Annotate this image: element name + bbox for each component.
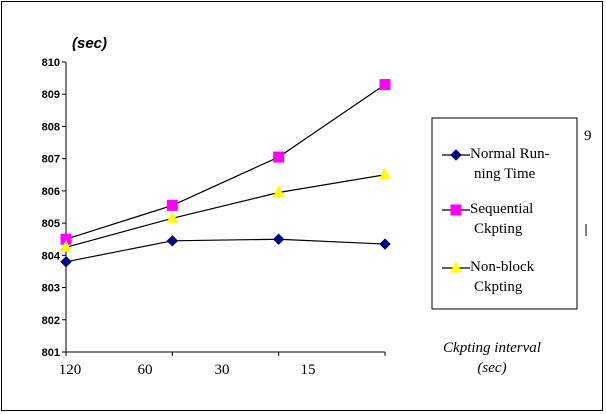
y-tick-label: 806 <box>42 186 60 198</box>
legend-label: Ckpting <box>474 221 523 237</box>
data-point <box>166 235 179 247</box>
data-point <box>379 79 391 91</box>
series-line <box>65 174 386 248</box>
stray-glyph: 9 <box>584 128 592 144</box>
legend-label: Non-block <box>470 259 535 275</box>
y-tick-label: 805 <box>42 218 60 230</box>
data-point <box>60 240 72 252</box>
data-point <box>166 211 179 223</box>
legend-marker <box>450 149 462 161</box>
y-axis-title: (sec) <box>72 35 107 52</box>
x-tick-label: 30 <box>215 362 230 378</box>
y-tick-label: 804 <box>42 250 61 262</box>
legend-label: Normal Run- <box>470 146 550 162</box>
data-point <box>60 256 72 268</box>
legend-marker <box>450 204 462 216</box>
y-tick-label: 802 <box>42 315 60 327</box>
data-point <box>166 199 178 211</box>
legend-marker <box>450 260 462 273</box>
series-line <box>65 238 386 263</box>
legend-label: ning Time <box>474 166 536 182</box>
series-line <box>65 84 386 240</box>
x-tick-label: 120 <box>59 362 82 378</box>
y-tick-label: 809 <box>42 89 60 101</box>
data-point <box>379 167 391 180</box>
x-axis-title-line-2: (sec) <box>477 360 506 376</box>
data-point <box>379 238 391 250</box>
legend-label: Sequential <box>470 201 533 217</box>
y-tick-label: 807 <box>42 154 60 166</box>
legend-label: Ckpting <box>474 279 523 295</box>
data-point <box>272 233 285 245</box>
y-tick-label: 810 <box>42 57 60 69</box>
x-tick-label: 60 <box>138 362 153 378</box>
data-point <box>272 185 285 197</box>
data-point <box>273 151 285 163</box>
y-tick-label: 803 <box>42 283 60 295</box>
y-tick-label: 801 <box>42 347 60 359</box>
y-tick-label: 808 <box>42 121 60 133</box>
x-tick-label: 15 <box>301 362 316 378</box>
x-axis-title-line-1: Ckpting interval <box>443 340 541 356</box>
